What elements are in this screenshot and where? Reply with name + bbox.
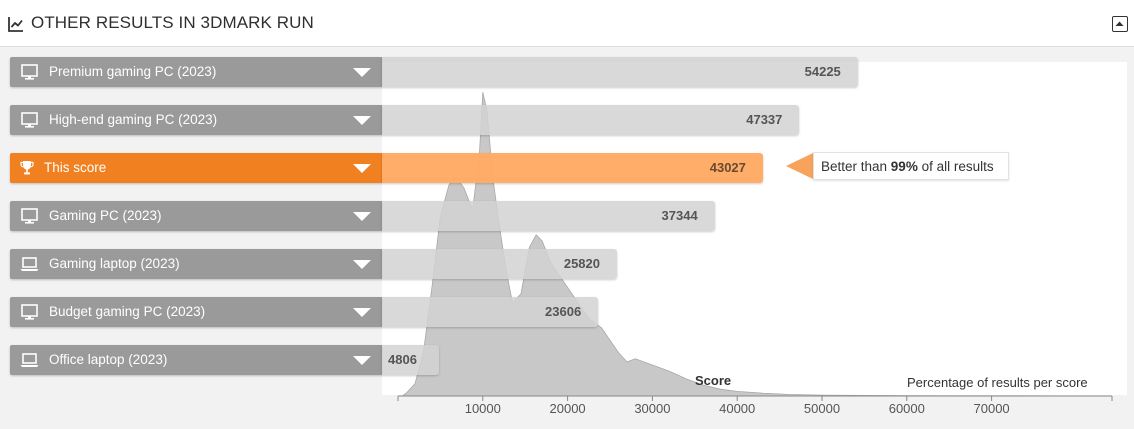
score-value: 25820 (563, 256, 600, 271)
chevron-down-icon[interactable] (353, 164, 371, 173)
row-label-box[interactable]: Office laptop (2023) (10, 345, 382, 375)
x-tick-label: 40000 (719, 401, 756, 416)
row-label-box[interactable]: High-end gaming PC (2023) (10, 105, 382, 135)
callout-percent: 99% (890, 159, 918, 174)
callout-suffix: of all results (917, 159, 994, 174)
x-tick-label: 60000 (888, 401, 925, 416)
row-label-box[interactable]: Gaming laptop (2023) (10, 249, 382, 279)
collapse-button[interactable] (1112, 16, 1128, 32)
x-tick-label: 10000 (464, 401, 501, 416)
callout-prefix: Better than (821, 159, 891, 174)
desktop-icon (21, 64, 38, 80)
laptop-icon (20, 353, 39, 367)
desktop-icon (21, 112, 38, 128)
chevron-down-icon[interactable] (353, 260, 371, 269)
score-bar (382, 57, 858, 87)
x-tick-label: 70000 (973, 401, 1010, 416)
score-value: 37344 (661, 208, 698, 223)
chevron-down-icon[interactable] (353, 308, 371, 317)
callout-box: Better than 99% of all results (813, 152, 1009, 180)
row-label: Gaming PC (2023) (49, 208, 162, 223)
x-axis-label: Score (695, 373, 732, 388)
desktop-icon (21, 304, 38, 320)
score-value: 54225 (804, 64, 841, 79)
trophy-icon (20, 161, 34, 175)
laptop-icon (20, 257, 39, 271)
chevron-down-icon[interactable] (353, 356, 371, 365)
score-bar (382, 249, 617, 279)
row-label: Office laptop (2023) (49, 352, 168, 367)
score-bar (382, 201, 715, 231)
row-label: Budget gaming PC (2023) (49, 304, 206, 319)
score-value: 4806 (388, 352, 417, 367)
x-tick-label: 30000 (634, 401, 671, 416)
score-bar (382, 153, 763, 183)
score-value: 47337 (746, 112, 783, 127)
score-bar (382, 345, 439, 375)
x-tick-label: 20000 (549, 401, 586, 416)
desktop-icon (21, 208, 38, 224)
x-tick-label: 50000 (803, 401, 841, 416)
line-chart-icon (8, 17, 23, 32)
row-label: This score (44, 160, 107, 175)
score-bar (382, 105, 800, 135)
collapse-icon (1115, 21, 1124, 26)
row-label: Gaming laptop (2023) (49, 256, 180, 271)
callout-text: Better than 99% of all results (821, 159, 994, 174)
chevron-down-icon[interactable] (353, 116, 371, 125)
callout-pointer (786, 153, 813, 179)
y-axis-label: Percentage of results per score (907, 375, 1088, 390)
distribution-curve (400, 92, 1060, 397)
score-value: 23606 (545, 304, 582, 319)
row-label-box[interactable]: This score (10, 153, 382, 183)
results-header: OTHER RESULTS IN 3DMARK RUN (0, 0, 1134, 47)
chevron-down-icon[interactable] (353, 212, 371, 221)
row-label: High-end gaming PC (2023) (49, 112, 218, 127)
row-label-box[interactable]: Budget gaming PC (2023) (10, 297, 382, 327)
section-title: OTHER RESULTS IN 3DMARK RUN (31, 13, 314, 32)
row-label: Premium gaming PC (2023) (49, 64, 217, 79)
row-label-box[interactable]: Gaming PC (2023) (10, 201, 382, 231)
score-value: 43027 (709, 160, 746, 175)
row-label-box[interactable]: Premium gaming PC (2023) (10, 57, 382, 87)
chevron-down-icon[interactable] (353, 68, 371, 77)
score-bar (382, 297, 599, 327)
